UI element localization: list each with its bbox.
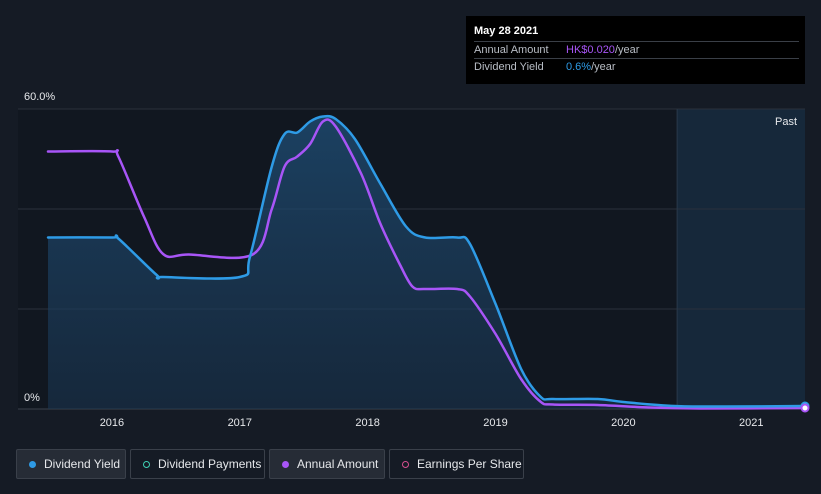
legend-label: Earnings Per Share [417, 457, 522, 471]
legend-dividend-yield[interactable]: Dividend Yield [16, 449, 126, 479]
x-axis-labels: 2016 2017 2018 2019 2020 2021 [100, 417, 764, 429]
annual-amount-line [46, 118, 807, 410]
y-axis-max-label: 60.0% [24, 91, 55, 103]
tooltip-dividend-yield-unit: /year [591, 61, 616, 73]
past-region [677, 109, 805, 409]
x-tick-label: 2016 [100, 417, 124, 429]
tooltip: May 28 2021 Annual Amount HK$0.020/year … [466, 16, 805, 84]
tooltip-dividend-yield-value: 0.6% [566, 61, 592, 73]
tooltip-row-annual-amount: Annual Amount HK$0.020/year [474, 41, 799, 58]
legend-ring-icon [143, 460, 150, 468]
legend-dot-icon [29, 460, 36, 468]
dividend-yield-line [46, 114, 807, 408]
x-tick-label: 2018 [355, 417, 379, 429]
legend-dot-icon [282, 460, 289, 468]
legend-dividend-payments[interactable]: Dividend Payments [130, 449, 265, 479]
tooltip-annual-amount: HK$0.020/year [566, 44, 639, 56]
tooltip-dividend-yield: 0.6%/year [566, 61, 616, 73]
tooltip-date: May 28 2021 [474, 25, 539, 37]
past-label: Past [775, 116, 797, 128]
annual-amount-end-marker [800, 403, 810, 413]
tooltip-row-dividend-yield: Dividend Yield 0.6%/year [474, 58, 799, 75]
tooltip-dividend-yield-label: Dividend Yield [474, 61, 544, 73]
x-tick-label: 2021 [739, 417, 763, 429]
legend-annual-amount[interactable]: Annual Amount [269, 449, 385, 479]
series-layer [46, 114, 807, 410]
tooltip-annual-amount-label: Annual Amount [474, 44, 549, 56]
tooltip-annual-amount-value: HK$0.020 [566, 44, 615, 56]
x-tick-label: 2020 [611, 417, 635, 429]
dividend-yield-area [48, 116, 805, 409]
legend-label: Annual Amount [297, 457, 379, 471]
x-tick-label: 2019 [483, 417, 507, 429]
y-axis-min-label: 0% [24, 392, 40, 404]
legend-label: Dividend Payments [158, 457, 262, 471]
legend-label: Dividend Yield [44, 457, 121, 471]
tooltip-annual-amount-unit: /year [614, 44, 640, 56]
end-markers [800, 401, 810, 413]
x-tick-label: 2017 [228, 417, 252, 429]
legend-ring-icon [402, 460, 409, 468]
legend-earnings-per-share[interactable]: Earnings Per Share [389, 449, 524, 479]
